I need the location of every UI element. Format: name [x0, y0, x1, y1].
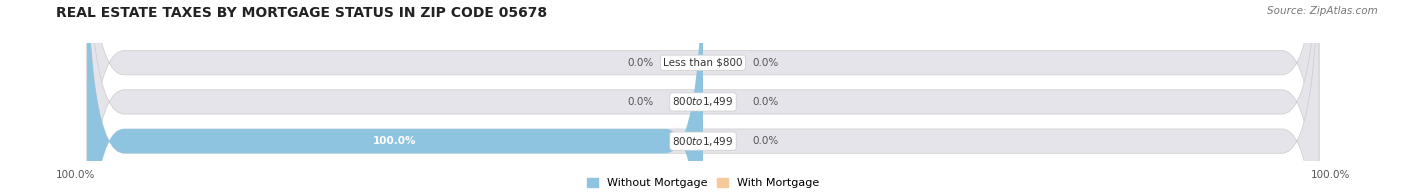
FancyBboxPatch shape	[87, 0, 1319, 196]
Text: 0.0%: 0.0%	[752, 58, 779, 68]
Text: 100.0%: 100.0%	[1310, 170, 1350, 180]
Text: 100.0%: 100.0%	[373, 136, 416, 146]
Text: $800 to $1,499: $800 to $1,499	[672, 135, 734, 148]
Text: 100.0%: 100.0%	[56, 170, 96, 180]
Text: Less than $800: Less than $800	[664, 58, 742, 68]
FancyBboxPatch shape	[87, 0, 1319, 196]
FancyBboxPatch shape	[87, 0, 1319, 196]
Text: REAL ESTATE TAXES BY MORTGAGE STATUS IN ZIP CODE 05678: REAL ESTATE TAXES BY MORTGAGE STATUS IN …	[56, 6, 547, 20]
Text: 0.0%: 0.0%	[627, 58, 654, 68]
Text: 0.0%: 0.0%	[752, 97, 779, 107]
Legend: Without Mortgage, With Mortgage: Without Mortgage, With Mortgage	[588, 178, 818, 189]
FancyBboxPatch shape	[87, 0, 703, 196]
Text: $800 to $1,499: $800 to $1,499	[672, 95, 734, 108]
Text: 0.0%: 0.0%	[752, 136, 779, 146]
Text: Source: ZipAtlas.com: Source: ZipAtlas.com	[1267, 6, 1378, 16]
Text: 0.0%: 0.0%	[627, 97, 654, 107]
